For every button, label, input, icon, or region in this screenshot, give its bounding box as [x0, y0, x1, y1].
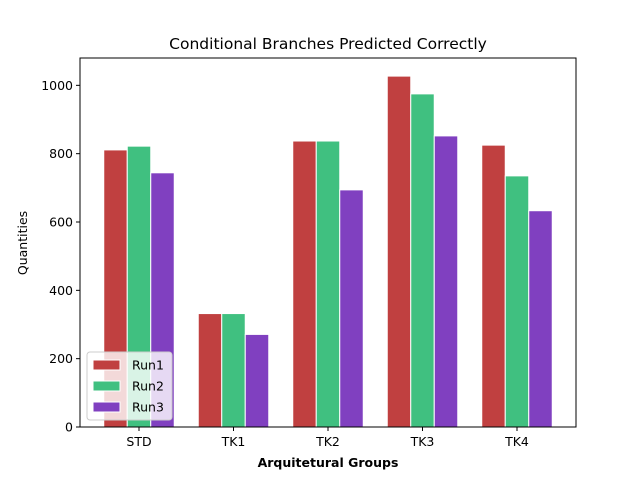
legend-swatch-run2	[92, 380, 121, 392]
bar-run2-tk2	[315, 140, 341, 428]
legend: Run1 Run2 Run3	[86, 351, 173, 421]
y-tick-label: 600	[49, 215, 73, 230]
y-tick-label: 0	[65, 420, 73, 435]
y-tick-label: 400	[49, 283, 73, 298]
x-tick-label-tk2: TK2	[315, 434, 340, 449]
bar-run3-tk3	[433, 135, 459, 428]
y-tick-label: 200	[49, 351, 73, 366]
x-tick-label-tk1: TK1	[221, 434, 246, 449]
x-tick-label-std: STD	[126, 434, 151, 449]
x-tick-label-tk3: TK3	[410, 434, 435, 449]
legend-swatch-run3	[92, 401, 121, 413]
legend-label-run1: Run1	[132, 358, 164, 373]
legend-label-run3: Run3	[132, 400, 164, 415]
bar-run3-tk4	[528, 210, 553, 428]
y-tick-label: 1000	[41, 78, 73, 93]
y-axis-title: Quantities	[15, 211, 30, 275]
chart-title: Conditional Branches Predicted Correctly	[169, 35, 487, 53]
bar-run3-tk2	[339, 189, 364, 428]
x-axis-title: Arquitetural Groups	[258, 455, 399, 470]
bar-run1-tk3	[386, 75, 412, 428]
bar-run2-tk4	[504, 175, 530, 428]
bar-run1-tk4	[481, 144, 506, 428]
x-tick-label-tk4: TK4	[504, 434, 529, 449]
bar-run2-tk3	[410, 93, 435, 428]
legend-swatch-run1	[92, 359, 121, 371]
plot-area: 0 200 400 600 800 1000 STD TK1 TK2 TK3 TK4	[41, 57, 577, 449]
y-tick-label: 800	[49, 146, 73, 161]
bar-run2-tk1	[221, 313, 246, 428]
bar-run1-tk2	[292, 140, 317, 428]
bar-run3-tk1	[244, 333, 270, 428]
bar-run1-tk1	[197, 313, 223, 428]
legend-label-run2: Run2	[132, 379, 164, 394]
